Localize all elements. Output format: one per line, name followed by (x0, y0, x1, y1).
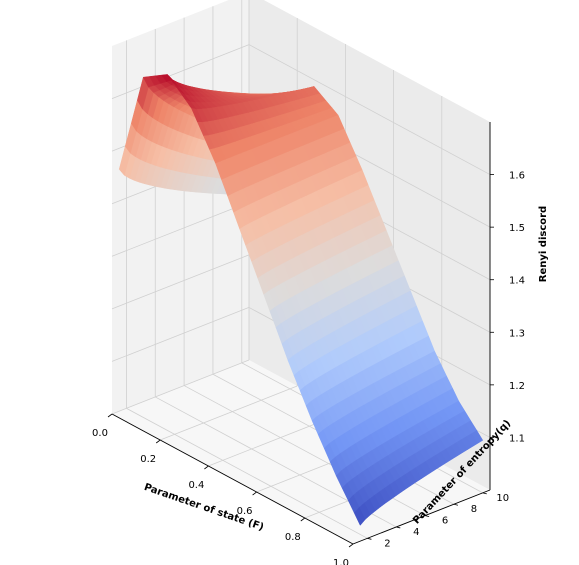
y-tick-mark (425, 515, 430, 517)
x-axis-line (111, 413, 354, 545)
z-tick-label: 1.2 (509, 381, 525, 392)
grid-line-z (111, 44, 250, 99)
x-tick-mark (300, 517, 306, 522)
grid-line-z (111, 201, 250, 257)
left-pane (112, 0, 249, 414)
y-tick-label: 2 (384, 538, 390, 549)
y-tick-label: 8 (471, 504, 477, 515)
z-axis-title: Renyi discord (538, 206, 549, 282)
z-tick-label: 1.5 (509, 223, 525, 234)
x-tick-label: 0.0 (92, 428, 108, 439)
y-tick-label: 6 (442, 516, 448, 527)
y-axis-line (352, 489, 491, 545)
y-tick-mark (482, 492, 487, 495)
z-tick-label: 1.3 (509, 328, 525, 339)
x-tick-label: 0.4 (188, 480, 204, 491)
x-tick-label: 1.0 (333, 558, 349, 565)
z-tick-label: 1.6 (509, 171, 525, 182)
y-tick-label: 10 (496, 493, 509, 504)
grid-line-x (111, 359, 250, 415)
grid-line-z (111, 307, 250, 362)
grid-line-z (248, 44, 491, 175)
z-tick-label: 1.1 (509, 433, 525, 444)
x-tick-label: 0.6 (237, 506, 253, 517)
y-tick-mark (396, 526, 401, 529)
x-tick-mark (252, 491, 257, 496)
floor-pane (112, 360, 490, 544)
surface-facet (353, 506, 366, 526)
x-tick-label: 0.2 (140, 454, 156, 465)
y-tick-label: 4 (413, 527, 419, 538)
axis-lines (111, 122, 491, 545)
x-tick-mark (348, 543, 354, 548)
x-tick-mark (155, 439, 161, 444)
grid-line-y (126, 407, 368, 539)
z-tick-label: 1.4 (509, 276, 525, 287)
grid-line-z (111, 254, 250, 310)
y-tick-mark (367, 537, 372, 540)
x-tick-mark (204, 465, 209, 470)
x-tick-label: 0.8 (285, 532, 301, 543)
grid-line-x (160, 385, 298, 441)
x-tick-mark (107, 413, 113, 418)
surface-mesh (118, 74, 484, 526)
tick-labels: 0.0 0.2 0.4 0.6 0.8 1.0 2 4 6 8 10 1.1 1.2 1.3 1.4 1.5 1… (92, 171, 525, 565)
y-tick-mark (453, 503, 459, 506)
